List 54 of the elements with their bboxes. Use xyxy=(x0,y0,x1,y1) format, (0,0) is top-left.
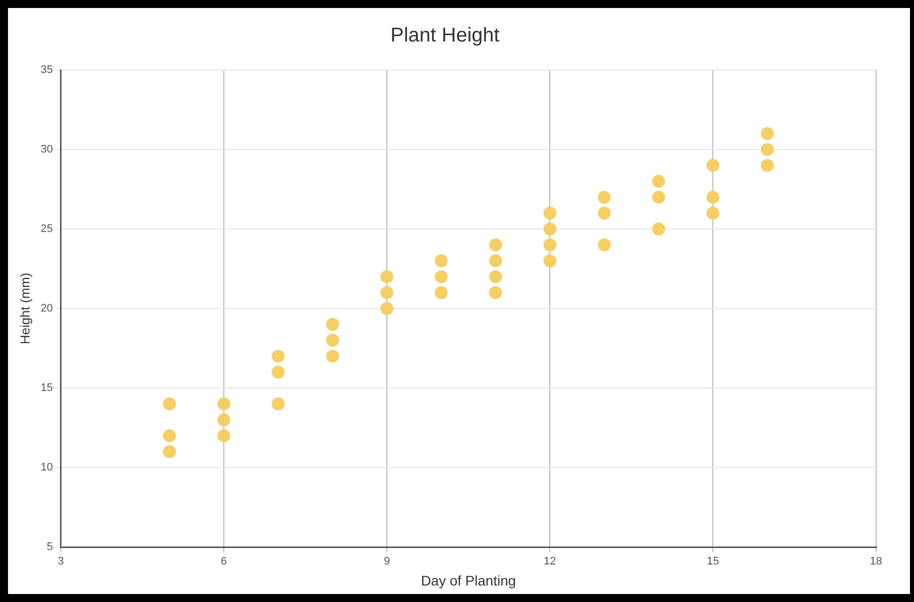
point xyxy=(706,190,720,204)
y-tick-label: 35 xyxy=(40,64,53,76)
point xyxy=(489,270,502,284)
point xyxy=(380,302,394,315)
point xyxy=(163,397,176,410)
point xyxy=(652,174,666,188)
point xyxy=(543,254,556,268)
point xyxy=(489,286,502,300)
x-tick-label: 12 xyxy=(544,556,556,568)
point xyxy=(706,158,720,172)
point xyxy=(760,143,774,156)
y-tick-label: 15 xyxy=(40,382,53,394)
point xyxy=(652,190,666,204)
point xyxy=(326,334,340,347)
point xyxy=(272,366,285,379)
point xyxy=(489,238,502,252)
point xyxy=(706,206,720,220)
chart-title: Plant Height xyxy=(390,24,500,47)
x-tick-label: 3 xyxy=(58,556,64,568)
y-tick-label: 20 xyxy=(40,302,53,315)
x-axis-title: Day of Planting xyxy=(420,572,516,588)
point xyxy=(272,350,285,363)
point xyxy=(434,254,448,268)
point xyxy=(760,127,774,140)
point xyxy=(598,190,611,204)
point xyxy=(163,445,176,458)
point xyxy=(217,397,230,410)
point xyxy=(652,222,666,236)
y-axis-title: Height (mm) xyxy=(17,272,32,344)
point xyxy=(760,158,774,172)
y-tick-label: 25 xyxy=(40,223,53,236)
point xyxy=(543,206,556,220)
x-tick-label: 15 xyxy=(706,556,720,568)
x-tick-label: 18 xyxy=(870,556,882,568)
point xyxy=(326,318,340,331)
point xyxy=(217,413,230,426)
point xyxy=(163,429,176,442)
point xyxy=(598,238,611,252)
x-tick-label: 6 xyxy=(220,556,227,568)
point xyxy=(434,270,448,284)
point xyxy=(434,286,448,300)
point xyxy=(543,222,556,236)
point xyxy=(380,270,394,284)
point xyxy=(543,238,556,252)
y-tick-label: 5 xyxy=(46,541,53,554)
point xyxy=(380,286,394,300)
point xyxy=(489,254,502,268)
point xyxy=(272,397,285,410)
point xyxy=(598,206,611,220)
point xyxy=(326,350,340,363)
point xyxy=(217,429,230,442)
y-tick-label: 10 xyxy=(40,462,53,474)
y-tick-label: 30 xyxy=(40,144,53,156)
x-tick-label: 9 xyxy=(384,556,390,568)
